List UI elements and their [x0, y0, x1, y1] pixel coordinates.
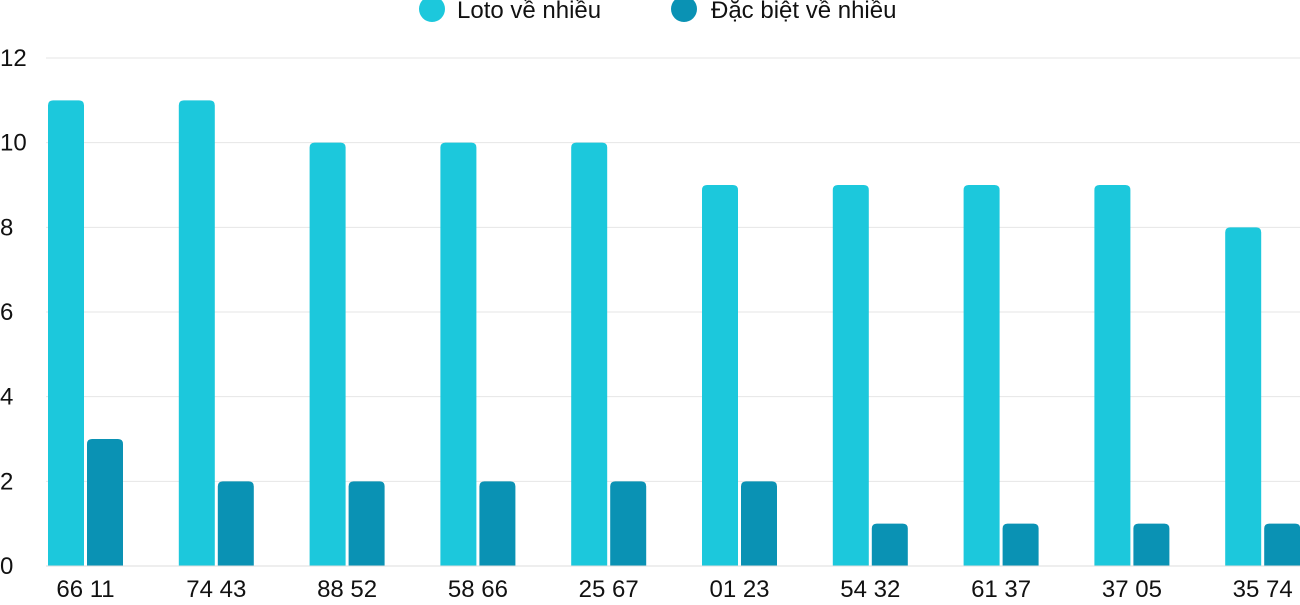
x-tick-label: 88 52	[317, 576, 377, 600]
bar-loto	[178, 100, 215, 566]
bar-loto	[48, 100, 84, 566]
bar-loto	[963, 185, 1000, 566]
x-tick-label: 74 43	[186, 576, 246, 600]
x-tick-label: 01 23	[709, 576, 769, 600]
bar-loto	[1225, 227, 1262, 567]
bar-dac-biet	[1264, 523, 1300, 566]
x-tick-label: 61 37	[971, 576, 1031, 600]
bar-loto	[832, 185, 869, 566]
bar-dac-biet	[871, 523, 908, 566]
y-tick-label: 4	[0, 384, 13, 411]
axes: 0 2 4 6 8 10 12 66 11 74 43 88 52 58 66 25 67 01 23 5…	[0, 45, 1300, 603]
bar-loto	[309, 142, 346, 566]
legend-label: Loto về nhiều	[457, 0, 601, 24]
bars	[48, 100, 1300, 567]
x-tick-label: 37 05	[1102, 576, 1162, 600]
bar-dac-biet	[1002, 523, 1039, 566]
bar-dac-biet	[610, 481, 647, 566]
x-tick-label: 35 74	[1233, 576, 1293, 600]
y-tick-label: 2	[0, 468, 13, 495]
grid-lines	[46, 57, 1300, 482]
bar-dac-biet	[479, 481, 516, 566]
legend-swatch	[671, 0, 697, 22]
bar-loto	[1094, 185, 1131, 566]
legend-swatch	[419, 0, 445, 22]
x-tick-label: 54 32	[840, 576, 900, 600]
y-tick-label: 10	[0, 130, 27, 157]
y-tick-label: 12	[0, 45, 27, 72]
x-tick-label: 25 67	[579, 576, 639, 600]
bar-dac-biet	[1133, 523, 1170, 566]
bar-dac-biet	[741, 481, 777, 566]
bar-dac-biet	[87, 439, 123, 566]
y-tick-label: 0	[0, 553, 13, 580]
bar-loto	[702, 185, 738, 566]
y-tick-label: 6	[0, 299, 13, 326]
bar-dac-biet	[217, 481, 254, 566]
legend-label: Đặc biệt về nhiều	[711, 0, 896, 24]
legend: Loto về nhiều Đặc biệt về nhiều	[419, 0, 896, 24]
legend-item-dac-biet: Đặc biệt về nhiều	[671, 0, 896, 24]
y-tick-label: 8	[0, 214, 13, 241]
x-tick-label: 58 66	[448, 576, 508, 600]
bar-dac-biet	[348, 481, 385, 566]
bar-loto	[571, 142, 608, 566]
x-tick-label: 66 11	[56, 576, 114, 600]
bar-loto	[440, 142, 477, 566]
legend-item-loto: Loto về nhiều	[419, 0, 601, 24]
